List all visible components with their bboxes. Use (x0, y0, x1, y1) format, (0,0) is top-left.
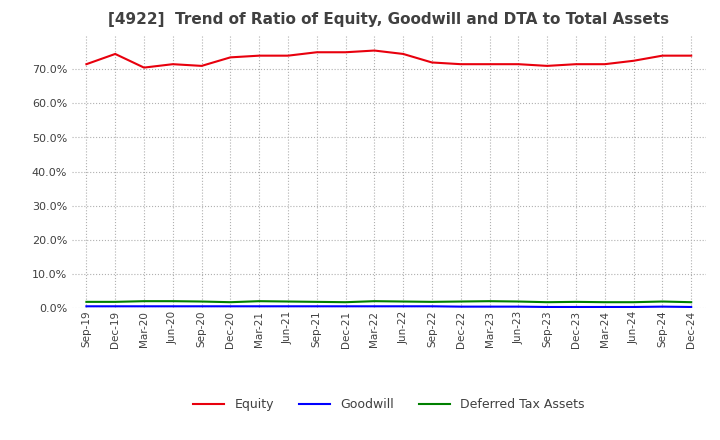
Equity (572, 62, 580, 67)
Equity (226, 55, 235, 60)
Deferred Tax Assets (140, 299, 148, 304)
Goodwill (514, 304, 523, 309)
Goodwill (600, 304, 609, 310)
Deferred Tax Assets (168, 299, 177, 304)
Deferred Tax Assets (399, 299, 408, 304)
Goodwill (428, 304, 436, 309)
Equity (514, 62, 523, 67)
Equity (543, 63, 552, 69)
Goodwill (543, 304, 552, 310)
Goodwill (658, 304, 667, 309)
Goodwill (572, 304, 580, 310)
Goodwill (140, 304, 148, 309)
Goodwill (687, 304, 696, 310)
Goodwill (485, 304, 494, 309)
Deferred Tax Assets (284, 299, 292, 304)
Goodwill (168, 304, 177, 309)
Deferred Tax Assets (600, 300, 609, 305)
Equity (370, 48, 379, 53)
Goodwill (111, 304, 120, 309)
Deferred Tax Assets (514, 299, 523, 304)
Equity (687, 53, 696, 58)
Equity (284, 53, 292, 58)
Equity (456, 62, 465, 67)
Deferred Tax Assets (485, 299, 494, 304)
Equity (600, 62, 609, 67)
Equity (168, 62, 177, 67)
Line: Equity: Equity (86, 51, 691, 68)
Deferred Tax Assets (687, 300, 696, 305)
Equity (312, 50, 321, 55)
Deferred Tax Assets (341, 300, 350, 305)
Line: Deferred Tax Assets: Deferred Tax Assets (86, 301, 691, 302)
Equity (111, 51, 120, 57)
Deferred Tax Assets (226, 300, 235, 305)
Goodwill (312, 304, 321, 309)
Goodwill (82, 304, 91, 309)
Deferred Tax Assets (543, 300, 552, 305)
Equity (140, 65, 148, 70)
Title: [4922]  Trend of Ratio of Equity, Goodwill and DTA to Total Assets: [4922] Trend of Ratio of Equity, Goodwil… (108, 12, 670, 27)
Deferred Tax Assets (197, 299, 206, 304)
Deferred Tax Assets (428, 299, 436, 304)
Goodwill (341, 304, 350, 309)
Goodwill (197, 304, 206, 309)
Deferred Tax Assets (111, 299, 120, 304)
Equity (485, 62, 494, 67)
Equity (255, 53, 264, 58)
Deferred Tax Assets (82, 299, 91, 304)
Deferred Tax Assets (572, 299, 580, 304)
Line: Goodwill: Goodwill (86, 306, 691, 307)
Deferred Tax Assets (255, 299, 264, 304)
Goodwill (255, 304, 264, 309)
Equity (341, 50, 350, 55)
Deferred Tax Assets (370, 299, 379, 304)
Goodwill (629, 304, 638, 310)
Equity (197, 63, 206, 69)
Legend: Equity, Goodwill, Deferred Tax Assets: Equity, Goodwill, Deferred Tax Assets (188, 393, 590, 416)
Deferred Tax Assets (312, 299, 321, 304)
Equity (399, 51, 408, 57)
Goodwill (226, 304, 235, 309)
Deferred Tax Assets (629, 300, 638, 305)
Equity (428, 60, 436, 65)
Equity (82, 62, 91, 67)
Goodwill (370, 304, 379, 309)
Goodwill (284, 304, 292, 309)
Equity (658, 53, 667, 58)
Deferred Tax Assets (658, 299, 667, 304)
Equity (629, 58, 638, 63)
Goodwill (456, 304, 465, 309)
Goodwill (399, 304, 408, 309)
Deferred Tax Assets (456, 299, 465, 304)
